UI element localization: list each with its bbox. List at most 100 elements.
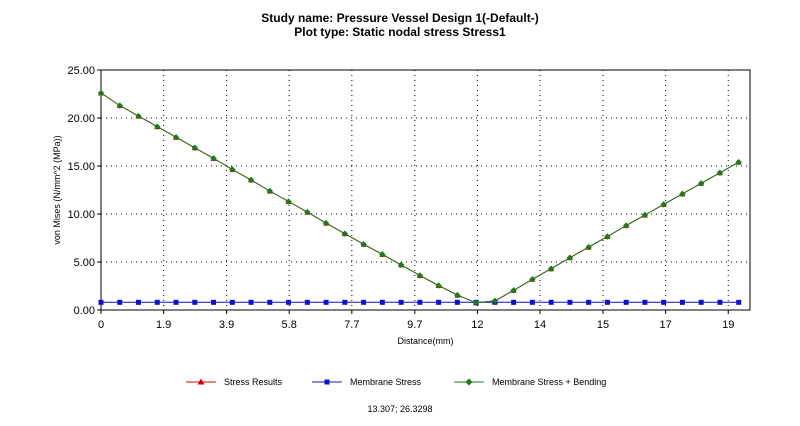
chart-svg: 0 1.9 3.9 5.8 7.7 9.7 12 14 15 17 19 0.00 5.00 10.00… bbox=[52, 65, 751, 346]
data-point bbox=[286, 299, 292, 305]
data-point bbox=[510, 287, 517, 294]
x-tick-label: 3.9 bbox=[219, 319, 234, 331]
data-point bbox=[642, 299, 648, 305]
data-point bbox=[511, 299, 517, 305]
data-point bbox=[154, 299, 160, 305]
y-tick-label: 20.00 bbox=[67, 113, 95, 125]
data-point bbox=[135, 112, 142, 120]
data-point bbox=[98, 299, 104, 305]
x-axis: 0 1.9 3.9 5.8 7.7 9.7 12 14 15 17 19 bbox=[98, 310, 734, 331]
data-point bbox=[454, 291, 461, 299]
x-tick-label: 5.8 bbox=[282, 319, 297, 331]
series-line bbox=[100, 92, 739, 304]
data-point bbox=[679, 299, 685, 305]
legend-item-membrane-stress[interactable]: Membrane Stress bbox=[312, 374, 421, 390]
data-point bbox=[697, 180, 705, 187]
cursor-coordinates: 13.307; 26.3298 bbox=[367, 404, 433, 414]
data-point bbox=[472, 299, 480, 306]
data-point bbox=[660, 201, 667, 208]
data-point bbox=[436, 299, 442, 305]
data-point bbox=[379, 251, 386, 258]
data-point bbox=[322, 219, 330, 227]
data-point bbox=[342, 299, 348, 305]
data-point bbox=[379, 299, 385, 305]
data-point bbox=[547, 265, 555, 272]
data-point bbox=[229, 299, 235, 305]
data-point bbox=[136, 299, 142, 305]
data-point bbox=[211, 299, 217, 305]
x-tick-label: 15 bbox=[597, 319, 609, 331]
data-point bbox=[417, 299, 423, 305]
legend-swatch-diamond-icon bbox=[454, 378, 484, 386]
chart-subtitle: Plot type: Static nodal stress Stress1 bbox=[294, 25, 506, 39]
y-axis-label: von Mises (N/mm^2 (MPa)) bbox=[52, 135, 62, 244]
chart-title: Study name: Pressure Vessel Design 1(-De… bbox=[261, 11, 539, 25]
series-membrane-stress-bending bbox=[97, 89, 742, 306]
data-point bbox=[172, 134, 180, 141]
legend-label-stress-results: Stress Results bbox=[224, 377, 283, 387]
legend-swatch-triangle-icon bbox=[186, 378, 216, 385]
data-point bbox=[698, 299, 704, 305]
data-point bbox=[117, 299, 123, 305]
data-point bbox=[191, 144, 198, 151]
grid-lines bbox=[101, 70, 750, 310]
legend-item-membrane-stress-bending[interactable]: Membrane Stress + Bending bbox=[454, 374, 606, 390]
data-point bbox=[154, 123, 161, 130]
data-point bbox=[585, 243, 592, 251]
data-point bbox=[229, 166, 236, 173]
x-tick-label: 14 bbox=[534, 319, 546, 331]
data-point bbox=[341, 230, 349, 237]
data-point bbox=[397, 261, 405, 269]
y-tick-label: 15.00 bbox=[67, 161, 95, 173]
y-tick-label: 10.00 bbox=[67, 209, 95, 221]
data-point bbox=[679, 190, 686, 198]
data-point bbox=[622, 222, 630, 229]
data-point bbox=[361, 299, 367, 305]
data-point bbox=[266, 187, 274, 195]
data-point bbox=[192, 299, 198, 305]
data-point bbox=[604, 299, 610, 305]
legend-swatch-square-icon bbox=[312, 379, 342, 385]
data-point bbox=[416, 272, 424, 279]
y-axis: 0.00 5.00 10.00 15.00 20.00 25.00 bbox=[67, 65, 101, 317]
data-point bbox=[360, 241, 367, 248]
data-point bbox=[641, 211, 649, 219]
data-point bbox=[323, 299, 329, 305]
x-axis-label: Distance(mm) bbox=[397, 336, 453, 346]
legend-label-membrane-stress-bending: Membrane Stress + Bending bbox=[492, 377, 607, 387]
x-tick-label: 9.7 bbox=[407, 319, 422, 331]
legend: Stress Results Membrane Stress Membrane … bbox=[0, 374, 800, 390]
series-membrane-stress bbox=[98, 299, 742, 305]
legend-item-stress-results[interactable]: Stress Results bbox=[186, 374, 282, 390]
data-point bbox=[736, 299, 742, 305]
data-point bbox=[604, 233, 611, 240]
data-point bbox=[116, 102, 123, 109]
data-point bbox=[566, 254, 574, 261]
data-point bbox=[661, 299, 667, 305]
data-point bbox=[435, 282, 442, 289]
data-point bbox=[529, 299, 535, 305]
data-point bbox=[454, 299, 460, 305]
data-point bbox=[398, 299, 404, 305]
y-tick-label: 0.00 bbox=[74, 305, 95, 317]
data-point bbox=[716, 169, 724, 176]
data-point bbox=[248, 299, 254, 305]
data-point bbox=[267, 299, 273, 305]
x-tick-label: 0 bbox=[98, 319, 104, 331]
data-point bbox=[586, 299, 592, 305]
data-point bbox=[285, 198, 292, 205]
x-tick-label: 1.9 bbox=[156, 319, 171, 331]
data-point bbox=[567, 299, 573, 305]
legend-label-membrane-stress: Membrane Stress bbox=[350, 377, 422, 387]
data-point bbox=[735, 158, 742, 166]
x-tick-label: 7.7 bbox=[344, 319, 359, 331]
data-point bbox=[548, 299, 554, 305]
x-tick-label: 17 bbox=[660, 319, 672, 331]
y-tick-label: 5.00 bbox=[74, 257, 95, 269]
data-point bbox=[717, 299, 723, 305]
plot-area[interactable] bbox=[100, 69, 751, 311]
data-point bbox=[210, 155, 217, 162]
data-point bbox=[529, 276, 536, 283]
data-point bbox=[491, 297, 499, 305]
x-tick-label: 12 bbox=[471, 319, 483, 331]
